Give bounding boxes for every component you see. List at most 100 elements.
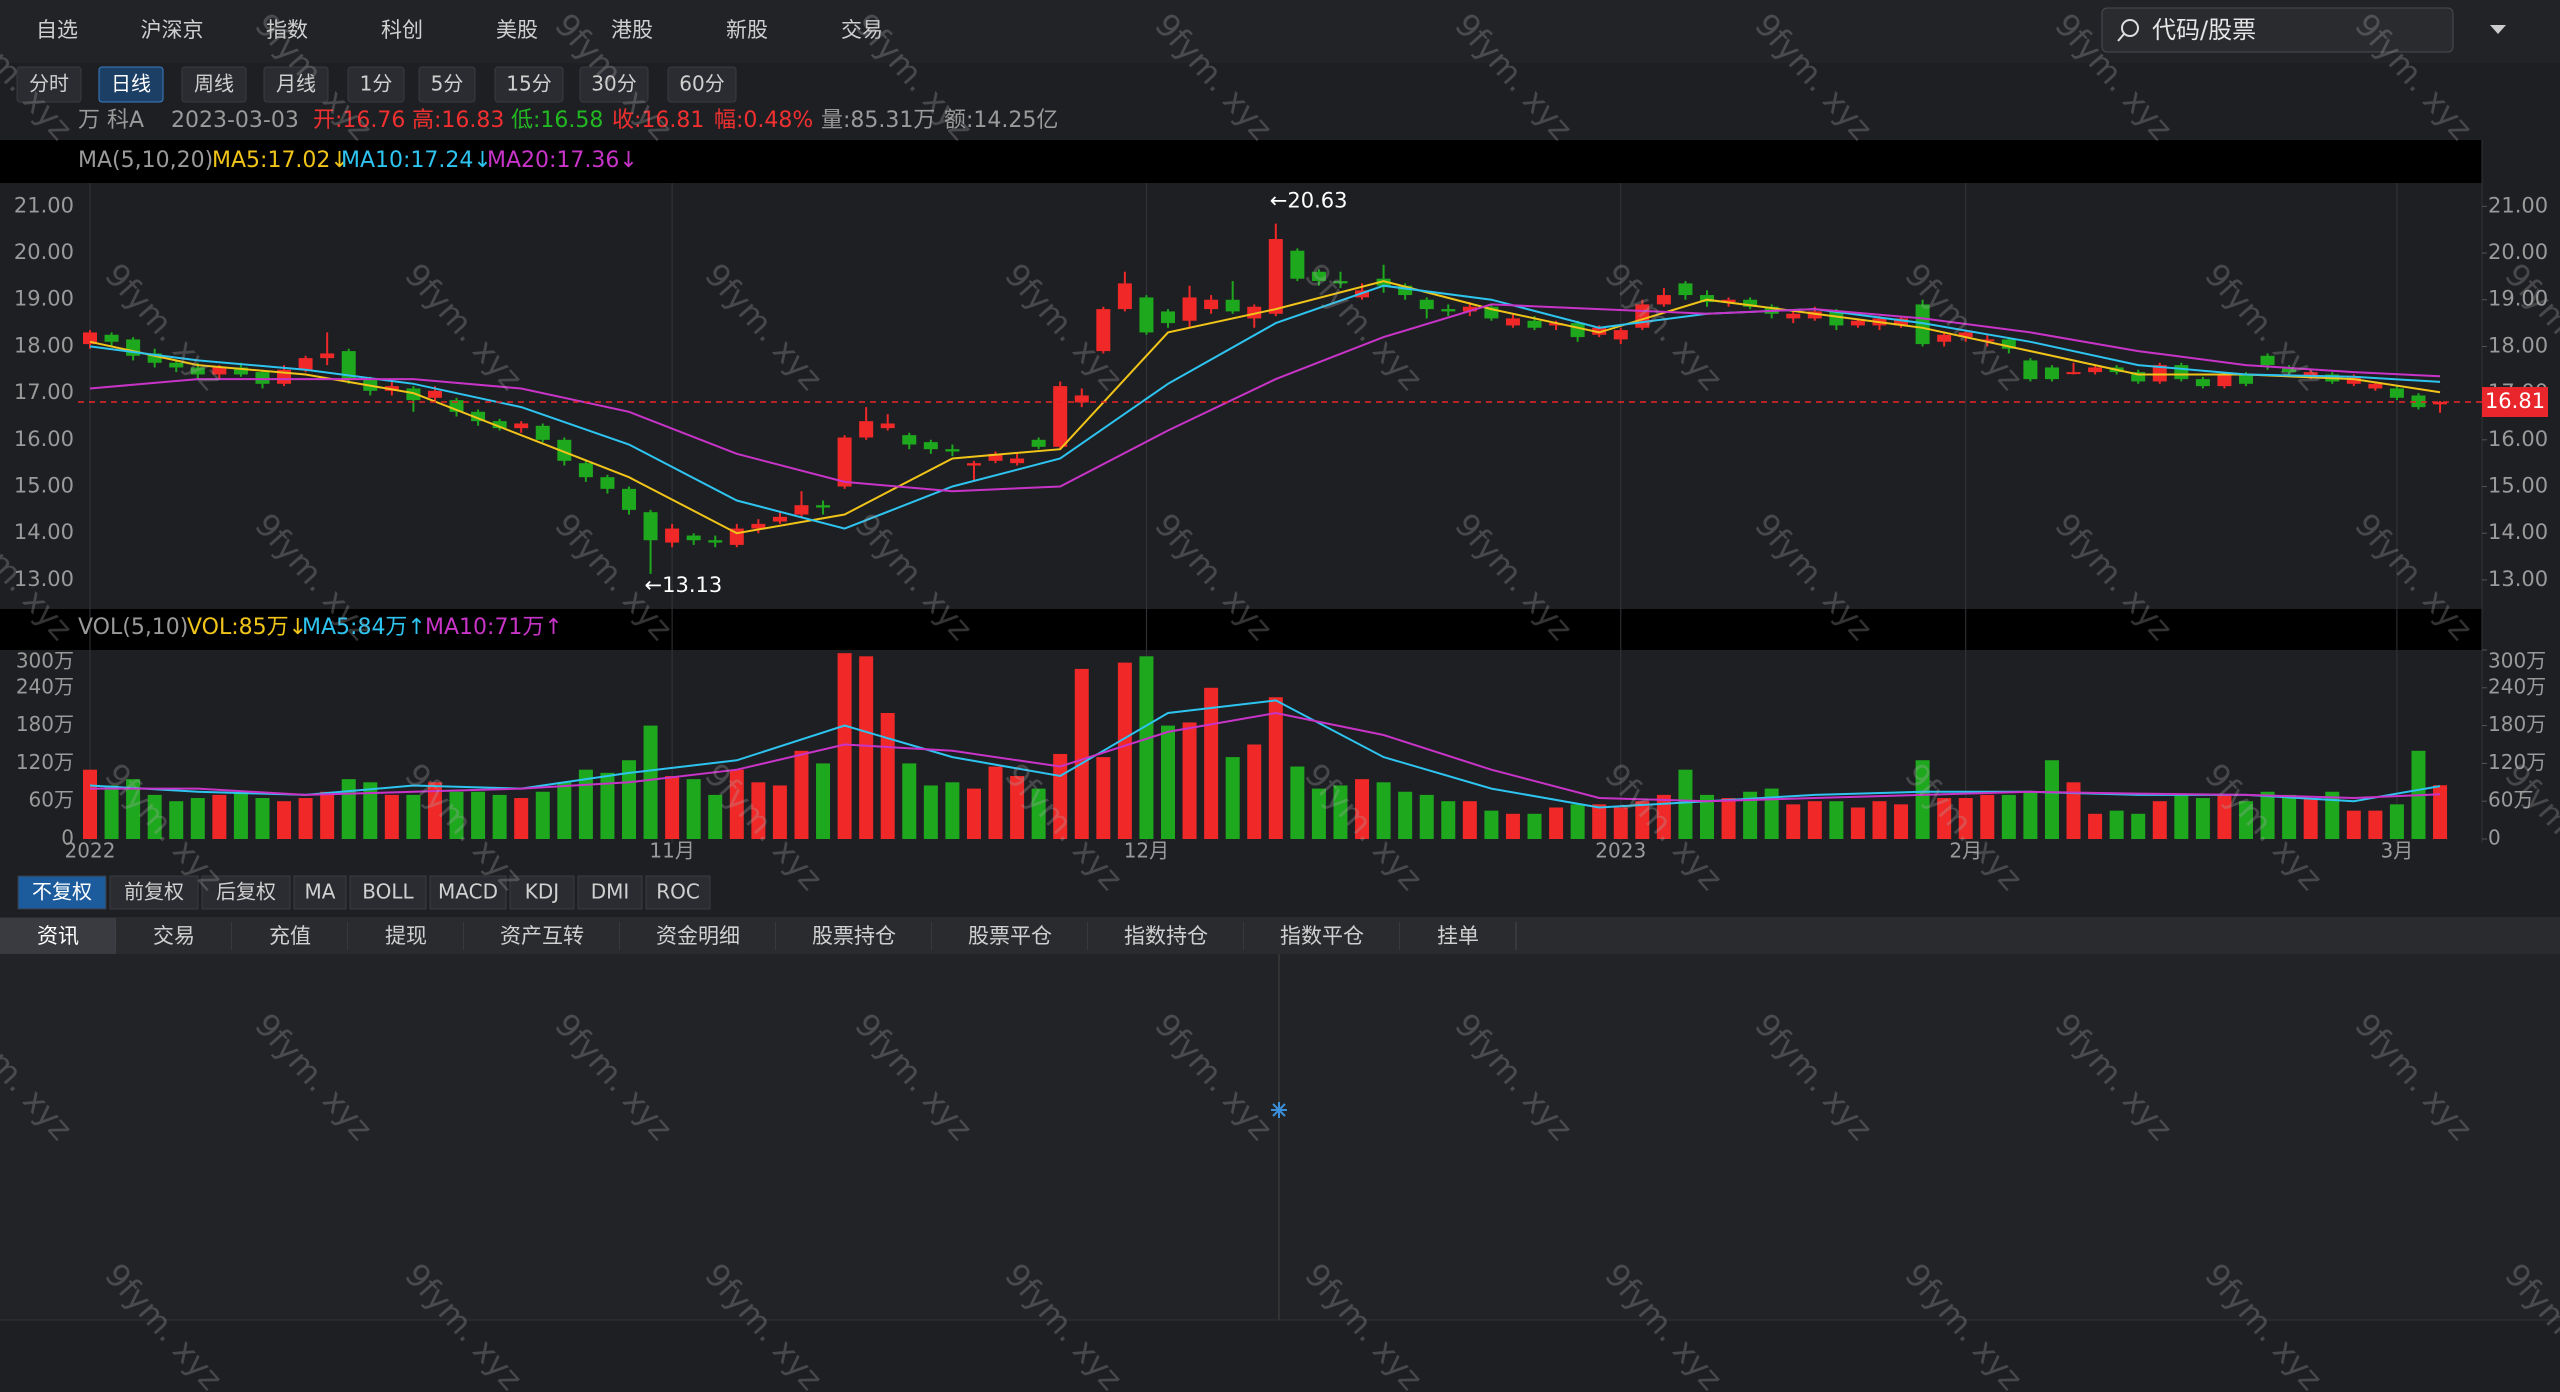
volume-bar	[190, 798, 205, 839]
vol-tick-label: 0	[61, 826, 74, 850]
bottom-tab-label[interactable]: 股票平仓	[968, 924, 1052, 948]
period-label[interactable]: 月线	[276, 72, 316, 96]
period-button[interactable]	[494, 66, 564, 103]
candle-body	[1074, 395, 1089, 403]
indicator-tab-label[interactable]: 前复权	[124, 880, 184, 904]
bottom-tab-label[interactable]: 资金明细	[656, 924, 740, 948]
volume-bar	[2325, 791, 2340, 839]
period-button[interactable]	[16, 66, 82, 103]
bottom-tab-label[interactable]: 交易	[153, 924, 195, 948]
period-label[interactable]: 60分	[679, 72, 724, 96]
extreme-annotation: ←13.13	[645, 573, 723, 597]
bottom-tab[interactable]	[1244, 918, 1400, 954]
indicator-tab[interactable]	[509, 875, 575, 910]
candle-body	[1311, 271, 1326, 282]
bottom-tab-label[interactable]: 指数平仓	[1280, 924, 1364, 948]
period-label[interactable]: 30分	[591, 72, 636, 96]
period-button[interactable]	[263, 66, 329, 103]
candle-body	[147, 353, 162, 363]
period-label[interactable]: 周线	[194, 72, 234, 96]
candle-body	[2433, 402, 2448, 405]
bottom-tab-label[interactable]: 挂单	[1437, 924, 1479, 948]
volume-bar	[2433, 785, 2448, 839]
candle-body	[320, 353, 335, 359]
indicator-tab[interactable]	[577, 875, 643, 910]
volume-bar	[1117, 662, 1132, 839]
indicator-tab[interactable]	[293, 875, 347, 910]
volume-bar	[255, 798, 270, 839]
bottom-tab-label[interactable]: 指数持仓	[1124, 924, 1208, 948]
nav-item[interactable]: 交易	[841, 18, 883, 42]
indicator-tab-label[interactable]: BOLL	[362, 880, 414, 904]
bottom-tab[interactable]	[1088, 918, 1244, 954]
bottom-tab[interactable]	[620, 918, 776, 954]
volume-bar	[384, 794, 399, 839]
bottom-tab[interactable]	[776, 918, 932, 954]
nav-item[interactable]: 港股	[611, 18, 653, 42]
bottom-tab-label[interactable]: 资讯	[37, 924, 79, 948]
period-label[interactable]: 15分	[506, 72, 551, 96]
indicator-tab[interactable]	[645, 875, 711, 910]
bottom-tab[interactable]	[116, 918, 232, 954]
bottom-tab-label[interactable]: 充值	[269, 924, 311, 948]
volume-bar	[406, 794, 421, 839]
nav-item[interactable]: 沪深京	[141, 18, 204, 42]
volume-bar	[902, 763, 917, 839]
indicator-tab-label[interactable]: KDJ	[525, 880, 559, 904]
volume-bar	[126, 779, 141, 839]
search-placeholder[interactable]: 代码/股票	[2152, 16, 2256, 44]
period-button[interactable]	[418, 66, 476, 103]
y-tick-label: 13.00	[14, 567, 74, 591]
bottom-tab-label[interactable]: 提现	[385, 924, 427, 948]
indicator-tab-label[interactable]: DMI	[591, 880, 630, 904]
search-box[interactable]	[2101, 7, 2454, 53]
nav-item[interactable]: 自选	[36, 18, 78, 42]
nav-item[interactable]: 新股	[726, 18, 768, 42]
indicator-tab[interactable]	[429, 875, 507, 910]
bottom-tab[interactable]	[932, 918, 1088, 954]
bottom-tab-label[interactable]: 股票持仓	[812, 924, 896, 948]
period-label[interactable]: 5分	[431, 72, 464, 96]
candle-body	[923, 442, 938, 450]
indicator-tab-label[interactable]: 不复权	[32, 880, 92, 904]
indicator-tab[interactable]	[349, 875, 427, 910]
period-label[interactable]: 1分	[360, 72, 393, 96]
candle-body	[2260, 355, 2275, 366]
indicator-tab[interactable]	[201, 875, 291, 910]
period-button[interactable]	[98, 66, 164, 103]
volume-bar	[1182, 722, 1197, 839]
indicator-tab[interactable]	[109, 875, 199, 910]
period-button[interactable]	[667, 66, 737, 103]
volume-bar	[1333, 785, 1348, 839]
candle-body	[1829, 311, 1844, 326]
indicator-tab[interactable]	[17, 875, 107, 910]
bottom-tab[interactable]	[348, 918, 464, 954]
info-item: 收:16.81	[612, 108, 704, 133]
candle-body	[1592, 327, 1607, 335]
bottom-tab[interactable]	[0, 918, 116, 954]
candle-body	[988, 453, 1003, 461]
dropdown-arrow[interactable]	[2490, 25, 2506, 34]
indicator-tab-label[interactable]: MACD	[438, 880, 498, 904]
period-label[interactable]: 分时	[29, 72, 69, 96]
volume-bar	[2217, 794, 2232, 839]
candle-body	[1161, 311, 1175, 324]
period-label[interactable]: 日线	[111, 72, 151, 96]
nav-item[interactable]: 科创	[381, 18, 423, 42]
bottom-tab[interactable]	[464, 918, 620, 954]
candle-body	[1441, 309, 1456, 312]
bottom-tab[interactable]	[1400, 918, 1516, 954]
period-button[interactable]	[181, 66, 247, 103]
nav-item[interactable]: 指数	[266, 18, 308, 42]
indicator-tab-label[interactable]: MA	[305, 880, 336, 904]
bottom-tab[interactable]	[232, 918, 348, 954]
bottom-tab-label[interactable]: 资产互转	[500, 924, 584, 948]
volume-bar	[751, 782, 766, 839]
candle-body	[298, 358, 313, 370]
indicator-tab-label[interactable]: 后复权	[216, 880, 276, 904]
indicator-tab-label[interactable]: ROC	[656, 880, 700, 904]
nav-item[interactable]: 美股	[496, 18, 538, 42]
period-button[interactable]	[579, 66, 649, 103]
volume-bar	[535, 791, 550, 839]
period-button[interactable]	[347, 66, 405, 103]
